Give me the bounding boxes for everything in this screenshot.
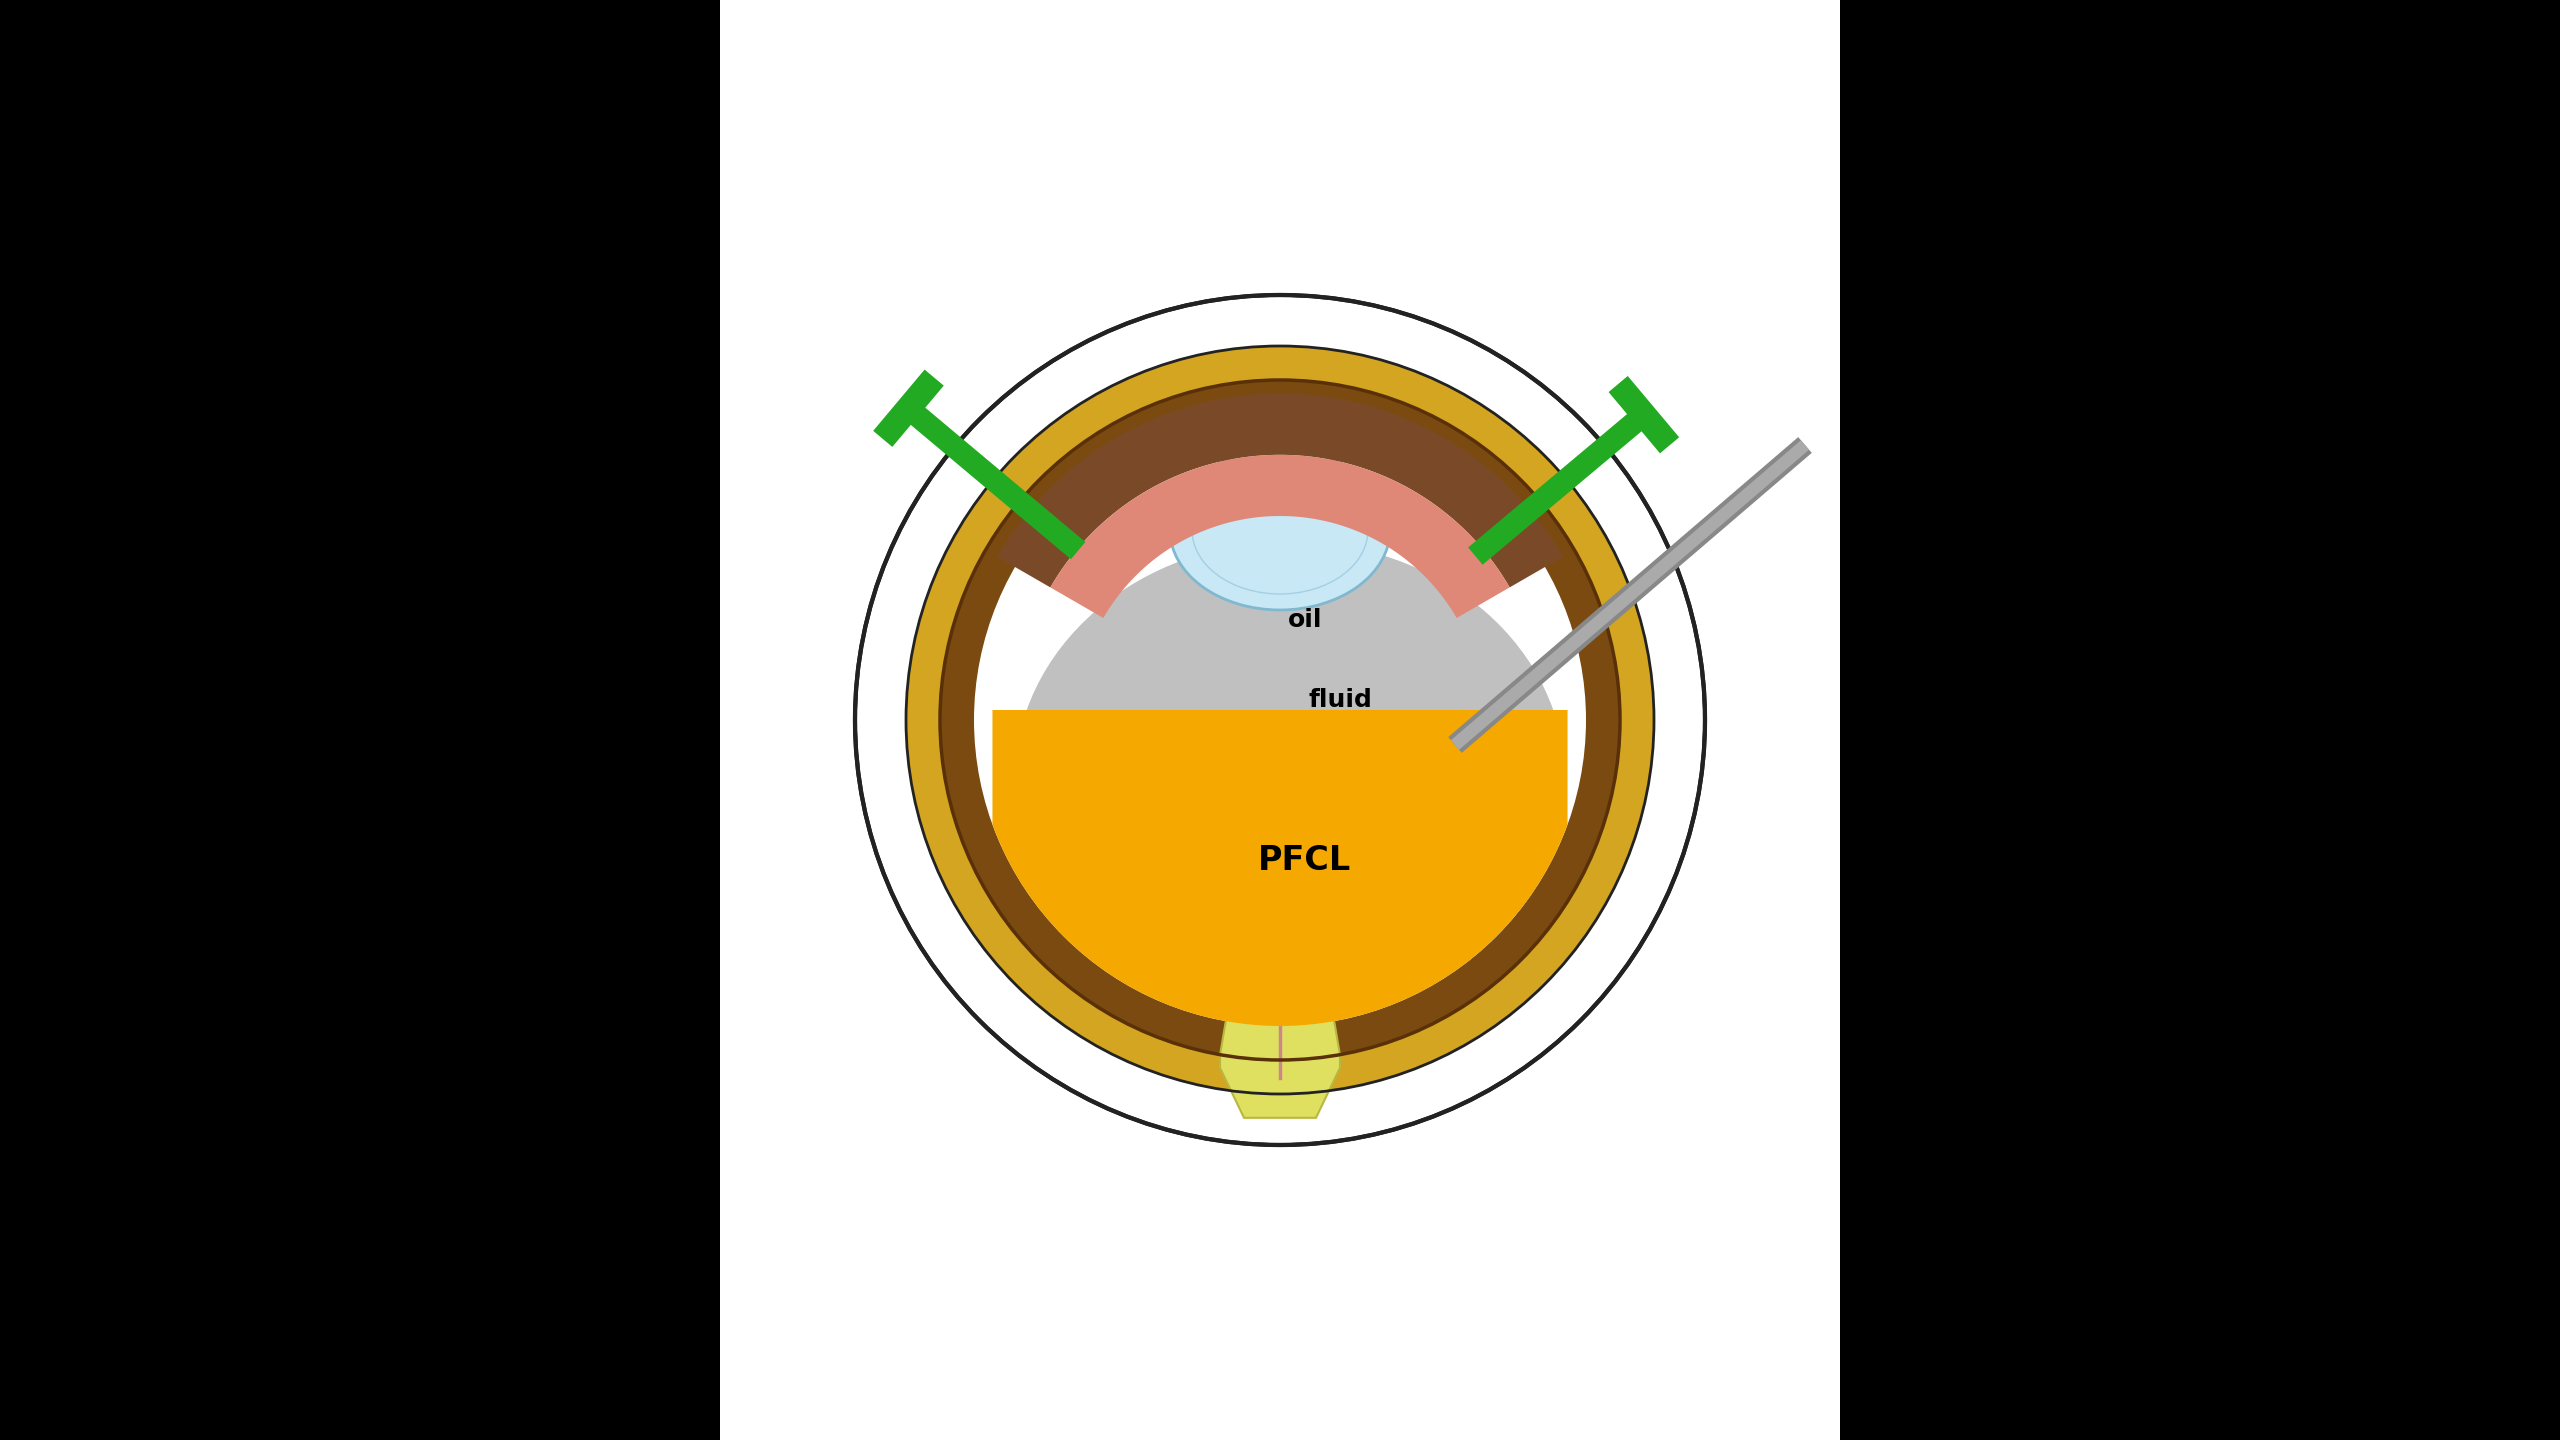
Polygon shape [1608, 376, 1679, 454]
Polygon shape [1221, 981, 1339, 1117]
Text: fluid: fluid [1308, 688, 1372, 711]
Ellipse shape [1170, 449, 1390, 611]
Polygon shape [901, 400, 1085, 559]
Ellipse shape [1014, 541, 1564, 1018]
Polygon shape [873, 370, 945, 446]
Polygon shape [998, 393, 1562, 588]
Text: PFCL: PFCL [1260, 844, 1352, 877]
Text: oil: oil [1288, 608, 1324, 632]
Circle shape [973, 415, 1587, 1027]
Polygon shape [1050, 455, 1510, 618]
Polygon shape [993, 710, 1567, 1025]
Circle shape [906, 346, 1654, 1094]
Circle shape [855, 295, 1705, 1145]
Bar [719, 0, 1841, 1440]
Circle shape [940, 380, 1620, 1060]
Polygon shape [1467, 406, 1651, 564]
